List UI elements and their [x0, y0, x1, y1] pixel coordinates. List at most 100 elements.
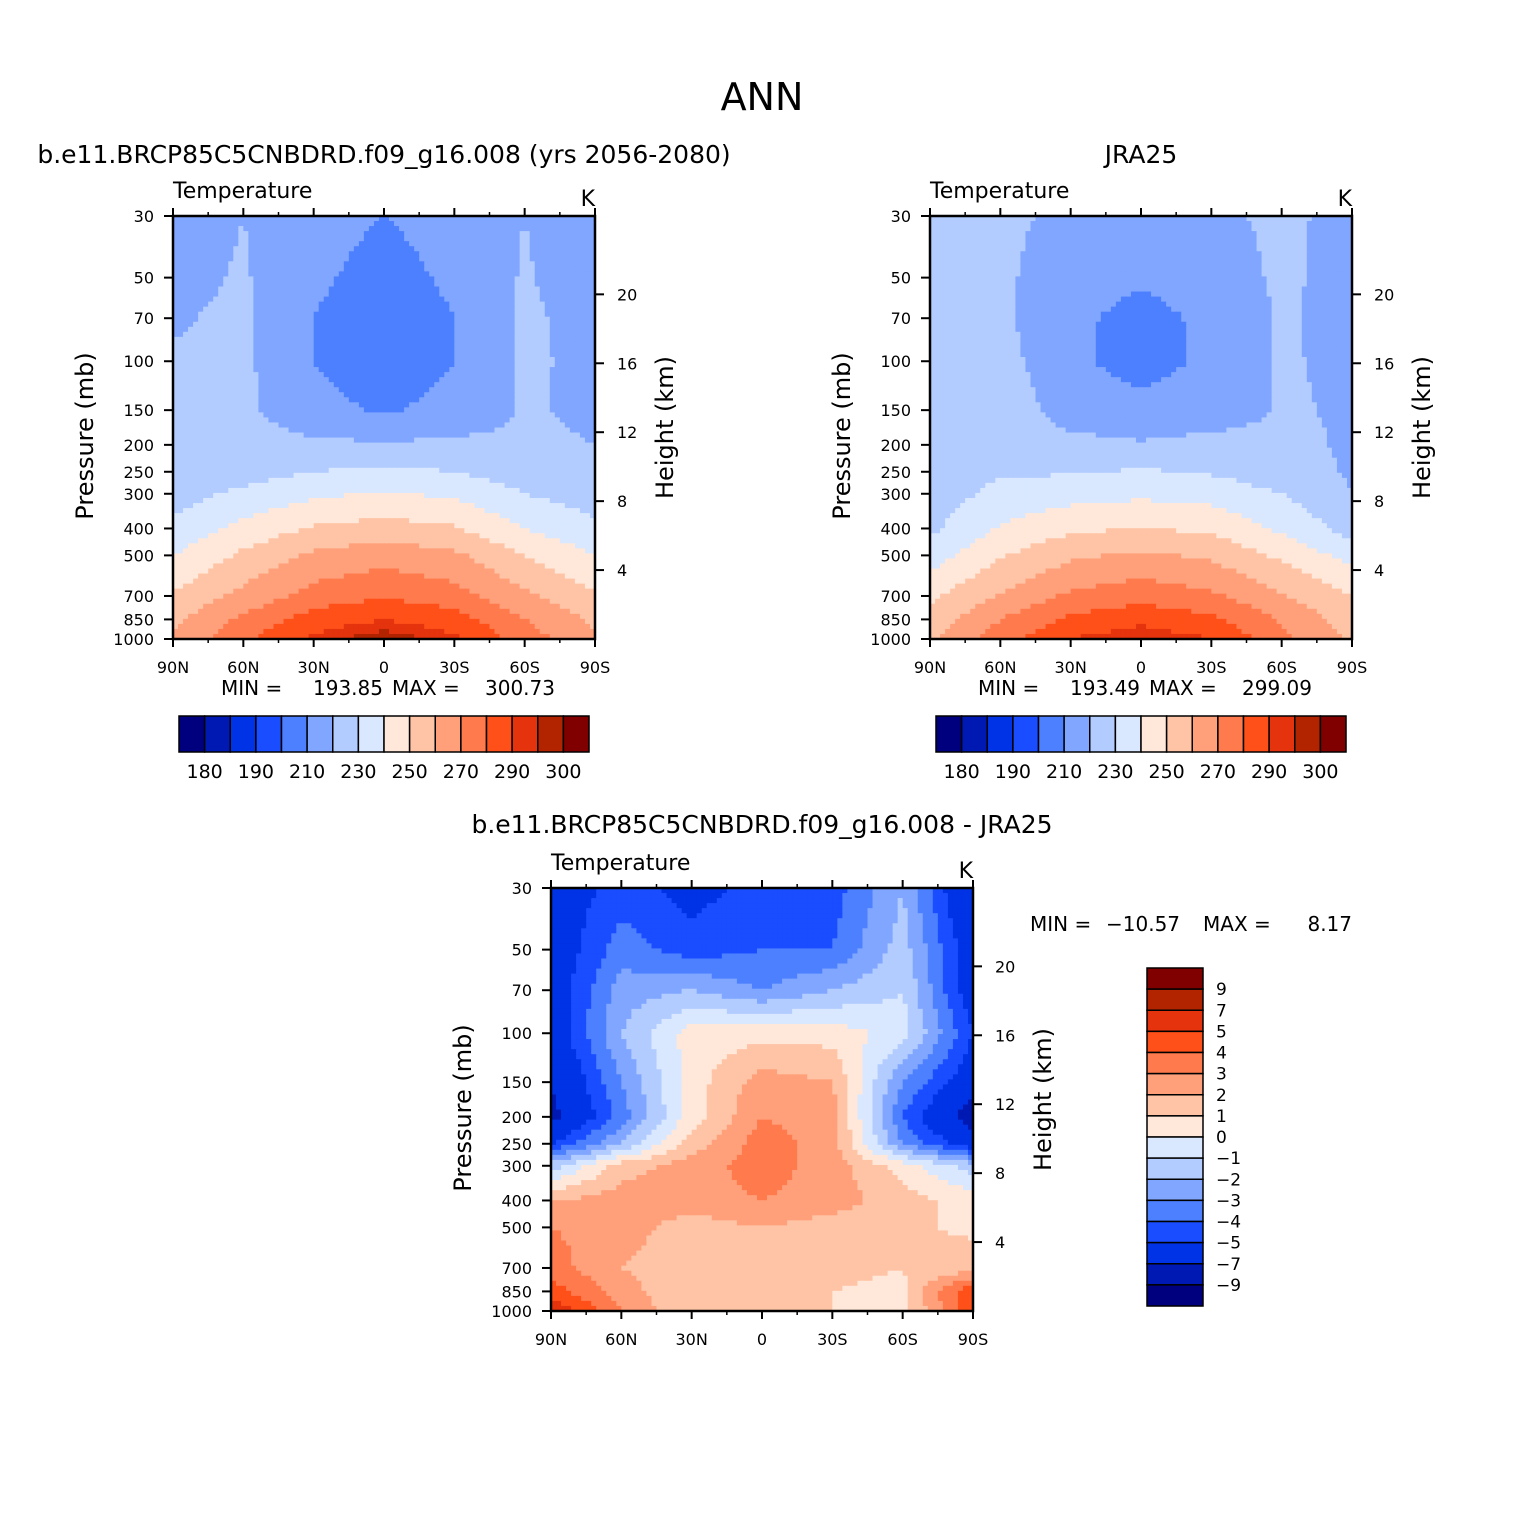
field-cell	[434, 281, 440, 287]
field-cell	[414, 337, 420, 343]
field-cell	[545, 438, 551, 444]
field-cell	[404, 443, 410, 449]
field-cell	[248, 251, 254, 257]
field-cell	[284, 448, 290, 454]
field-cell	[379, 327, 385, 333]
field-cell	[525, 307, 531, 313]
field-cell	[444, 392, 450, 398]
field-cell	[444, 302, 450, 308]
field-cell	[545, 221, 551, 227]
field-cell	[585, 241, 591, 247]
field-cell	[238, 478, 244, 484]
field-cell	[208, 352, 214, 358]
field-cell	[349, 433, 355, 439]
field-cell	[429, 281, 435, 287]
field-cell	[444, 468, 450, 474]
field-cell	[510, 488, 516, 494]
field-cell	[203, 503, 209, 509]
field-cell	[409, 367, 415, 373]
field-cell	[469, 317, 475, 323]
field-cell	[434, 271, 440, 277]
field-cell	[334, 241, 340, 247]
field-cell	[565, 287, 571, 293]
field-cell	[294, 221, 300, 227]
field-cell	[479, 327, 485, 333]
field-cell	[449, 221, 455, 227]
field-cell	[334, 271, 340, 277]
field-cell	[414, 251, 420, 257]
field-cell	[263, 241, 269, 247]
field-cell	[309, 387, 315, 393]
field-cell	[223, 498, 229, 504]
field-cell	[495, 236, 501, 242]
field-cell	[334, 488, 340, 494]
field-cell	[525, 287, 531, 293]
field-cell	[329, 251, 335, 257]
field-cell	[253, 261, 259, 267]
field-cell	[213, 271, 219, 277]
field-cell	[439, 438, 445, 444]
field-cell	[454, 246, 460, 252]
field-cell	[469, 392, 475, 398]
field-cell	[570, 463, 576, 469]
field-cell	[490, 392, 496, 398]
field-cell	[233, 302, 239, 308]
field-cell	[469, 352, 475, 358]
field-cell	[193, 297, 199, 303]
field-cell	[459, 382, 465, 388]
field-cell	[183, 443, 189, 449]
field-cell	[273, 377, 279, 383]
field-cell	[188, 417, 194, 423]
field-cell	[484, 266, 490, 272]
field-cell	[454, 297, 460, 303]
field-cell	[454, 498, 460, 504]
field-cell	[339, 473, 345, 479]
field-cell	[304, 513, 310, 519]
field-cell	[550, 397, 556, 403]
field-cell	[344, 448, 350, 454]
field-cell	[198, 433, 204, 439]
field-cell	[299, 221, 305, 227]
field-cell	[359, 372, 365, 378]
field-cell	[585, 468, 591, 474]
field-cell	[309, 317, 315, 323]
field-cell	[183, 236, 189, 242]
field-cell	[364, 438, 370, 444]
field-cell	[228, 347, 234, 353]
field-cell	[550, 493, 556, 499]
field-cell	[193, 422, 199, 428]
field-cell	[479, 221, 485, 227]
field-cell	[339, 397, 345, 403]
field-cell	[178, 402, 184, 408]
field-cell	[555, 387, 561, 393]
field-cell	[304, 438, 310, 444]
field-cell	[389, 433, 395, 439]
field-cell	[419, 266, 425, 272]
field-cell	[284, 493, 290, 499]
field-cell	[560, 307, 566, 313]
field-cell	[289, 488, 295, 494]
field-cell	[585, 473, 591, 479]
field-cell	[515, 387, 521, 393]
field-cell	[374, 503, 380, 509]
field-cell	[550, 322, 556, 328]
field-cell	[238, 493, 244, 499]
field-cell	[263, 367, 269, 373]
field-cell	[309, 478, 315, 484]
field-cell	[570, 503, 576, 509]
field-cell	[319, 453, 325, 459]
field-cell	[484, 362, 490, 368]
field-cell	[379, 458, 385, 464]
field-cell	[263, 422, 269, 428]
field-cell	[223, 347, 229, 353]
field-cell	[379, 322, 385, 328]
field-cell	[374, 327, 380, 333]
field-cell	[500, 276, 506, 282]
field-cell	[510, 422, 516, 428]
field-cell	[344, 281, 350, 287]
field-cell	[580, 266, 586, 272]
field-cell	[354, 236, 360, 242]
field-cell	[248, 297, 254, 303]
field-cell	[203, 458, 209, 464]
field-cell	[490, 221, 496, 227]
